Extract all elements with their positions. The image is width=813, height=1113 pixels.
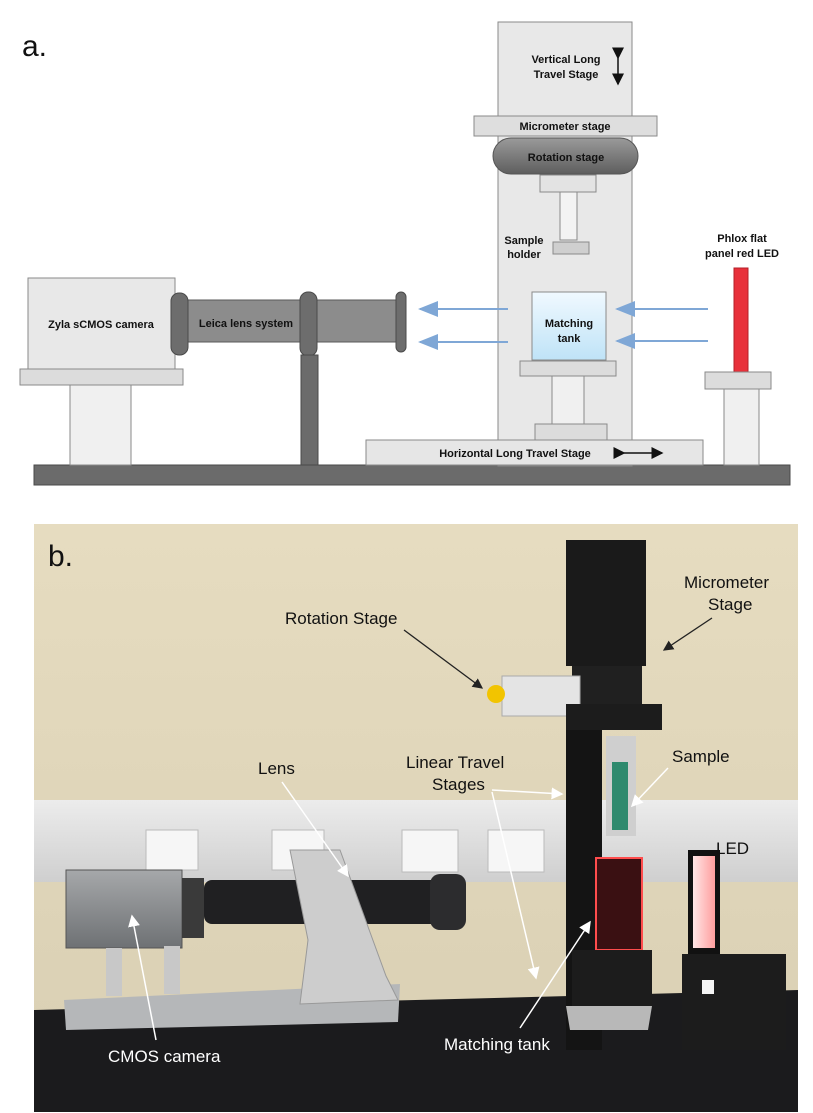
matching-tank-label-1: Matching bbox=[545, 318, 593, 330]
matching-tank-label-2: tank bbox=[558, 333, 582, 345]
lens-label: Leica lens system bbox=[199, 318, 293, 330]
led-stage bbox=[682, 954, 786, 1050]
lens-support-post bbox=[300, 354, 319, 466]
tank-lift bbox=[572, 950, 652, 1006]
sample-photo-label: Sample bbox=[672, 747, 730, 766]
linear-pointer-1 bbox=[491, 787, 564, 800]
matching-tank bbox=[531, 291, 607, 361]
schematic-svg: a. Vertical Long Travel Stage Micrometer… bbox=[19, 21, 791, 486]
led-panel bbox=[733, 267, 749, 373]
cmos-camera-photo-label: CMOS camera bbox=[108, 1047, 221, 1066]
sample-holder bbox=[552, 241, 590, 255]
rotation-knob bbox=[487, 685, 505, 703]
wall-socket-3 bbox=[401, 829, 459, 873]
matching-tank-photo bbox=[595, 857, 643, 951]
led-label-2: panel red LED bbox=[705, 248, 779, 260]
vertical-stage-label-2: Travel Stage bbox=[534, 69, 599, 81]
lens-front-ring bbox=[170, 292, 189, 356]
horizontal-stage-label: Horizontal Long Travel Stage bbox=[439, 448, 591, 460]
optical-bench-base bbox=[33, 464, 791, 486]
vertical-stage-top bbox=[566, 540, 646, 666]
stage-bracket bbox=[566, 704, 662, 730]
vertical-stage-label-1: Vertical Long bbox=[531, 54, 600, 66]
rotation-stage-label: Rotation stage bbox=[528, 152, 604, 164]
lens-photo-label: Lens bbox=[258, 759, 295, 778]
micrometer-stage bbox=[473, 115, 658, 137]
matching-tank-photo-label: Matching tank bbox=[444, 1035, 550, 1054]
sample-holder-label-1: Sample bbox=[504, 235, 543, 247]
rotation-stage bbox=[492, 137, 639, 175]
rotation-stage-pointer bbox=[403, 629, 484, 689]
lens-mid-ring bbox=[299, 291, 318, 357]
camera-label: Zyla sCMOS camera bbox=[48, 319, 155, 331]
wall-socket-4 bbox=[487, 829, 545, 873]
led-label-1: Phlox flat bbox=[717, 233, 767, 245]
camera-mount bbox=[182, 878, 204, 938]
micrometer-stage-block bbox=[572, 666, 642, 704]
linear-photo-label-1: Linear Travel bbox=[406, 753, 504, 772]
tank-platform bbox=[519, 360, 617, 377]
rotation-stage-photo-label: Rotation Stage bbox=[285, 609, 397, 628]
tank-base bbox=[566, 1006, 652, 1030]
tank-post bbox=[551, 375, 585, 425]
panel-b-letter: b. bbox=[48, 540, 73, 573]
camera-post-left bbox=[106, 948, 122, 996]
sample-cuvette bbox=[612, 762, 628, 830]
wall-socket-1 bbox=[145, 829, 199, 871]
sample-holder-label-2: holder bbox=[507, 249, 541, 261]
holder-rod bbox=[559, 191, 578, 241]
panel-b-photo: b. Rotation Stage Micrometer Stage Lens … bbox=[0, 500, 813, 1113]
tank-post-base bbox=[534, 423, 608, 441]
sample-pointer bbox=[630, 767, 669, 808]
holder-mount bbox=[539, 174, 597, 193]
camera-post-right bbox=[164, 946, 180, 994]
micrometer-pointer bbox=[662, 617, 713, 651]
matching-tank-pointer bbox=[519, 920, 591, 1029]
led-stage-label bbox=[702, 980, 714, 994]
camera-post bbox=[69, 384, 132, 466]
lens-pointer bbox=[281, 781, 349, 878]
micrometer-photo-label-2: Stage bbox=[708, 595, 752, 614]
lens-support-bracket bbox=[289, 849, 399, 1005]
linear-photo-label-2: Stages bbox=[432, 775, 485, 794]
led-photo-label: LED bbox=[716, 839, 749, 858]
panel-a-letter: a. bbox=[22, 30, 47, 63]
cmos-camera-pointer bbox=[128, 914, 157, 1041]
led-platform bbox=[704, 371, 772, 390]
photo-svg: b. Rotation Stage Micrometer Stage Lens … bbox=[34, 524, 798, 1112]
linear-pointer-2 bbox=[491, 791, 540, 980]
cmos-camera-body bbox=[65, 869, 183, 949]
micrometer-stage-label: Micrometer stage bbox=[519, 121, 610, 133]
micrometer-photo-label-1: Micrometer bbox=[684, 573, 769, 592]
led-post bbox=[723, 388, 760, 466]
lens-front bbox=[430, 874, 466, 930]
camera-platform bbox=[19, 368, 184, 386]
lens-end-ring bbox=[395, 291, 407, 353]
led-panel-photo bbox=[693, 856, 715, 948]
panel-a-schematic: a. Vertical Long Travel Stage Micrometer… bbox=[0, 0, 813, 500]
